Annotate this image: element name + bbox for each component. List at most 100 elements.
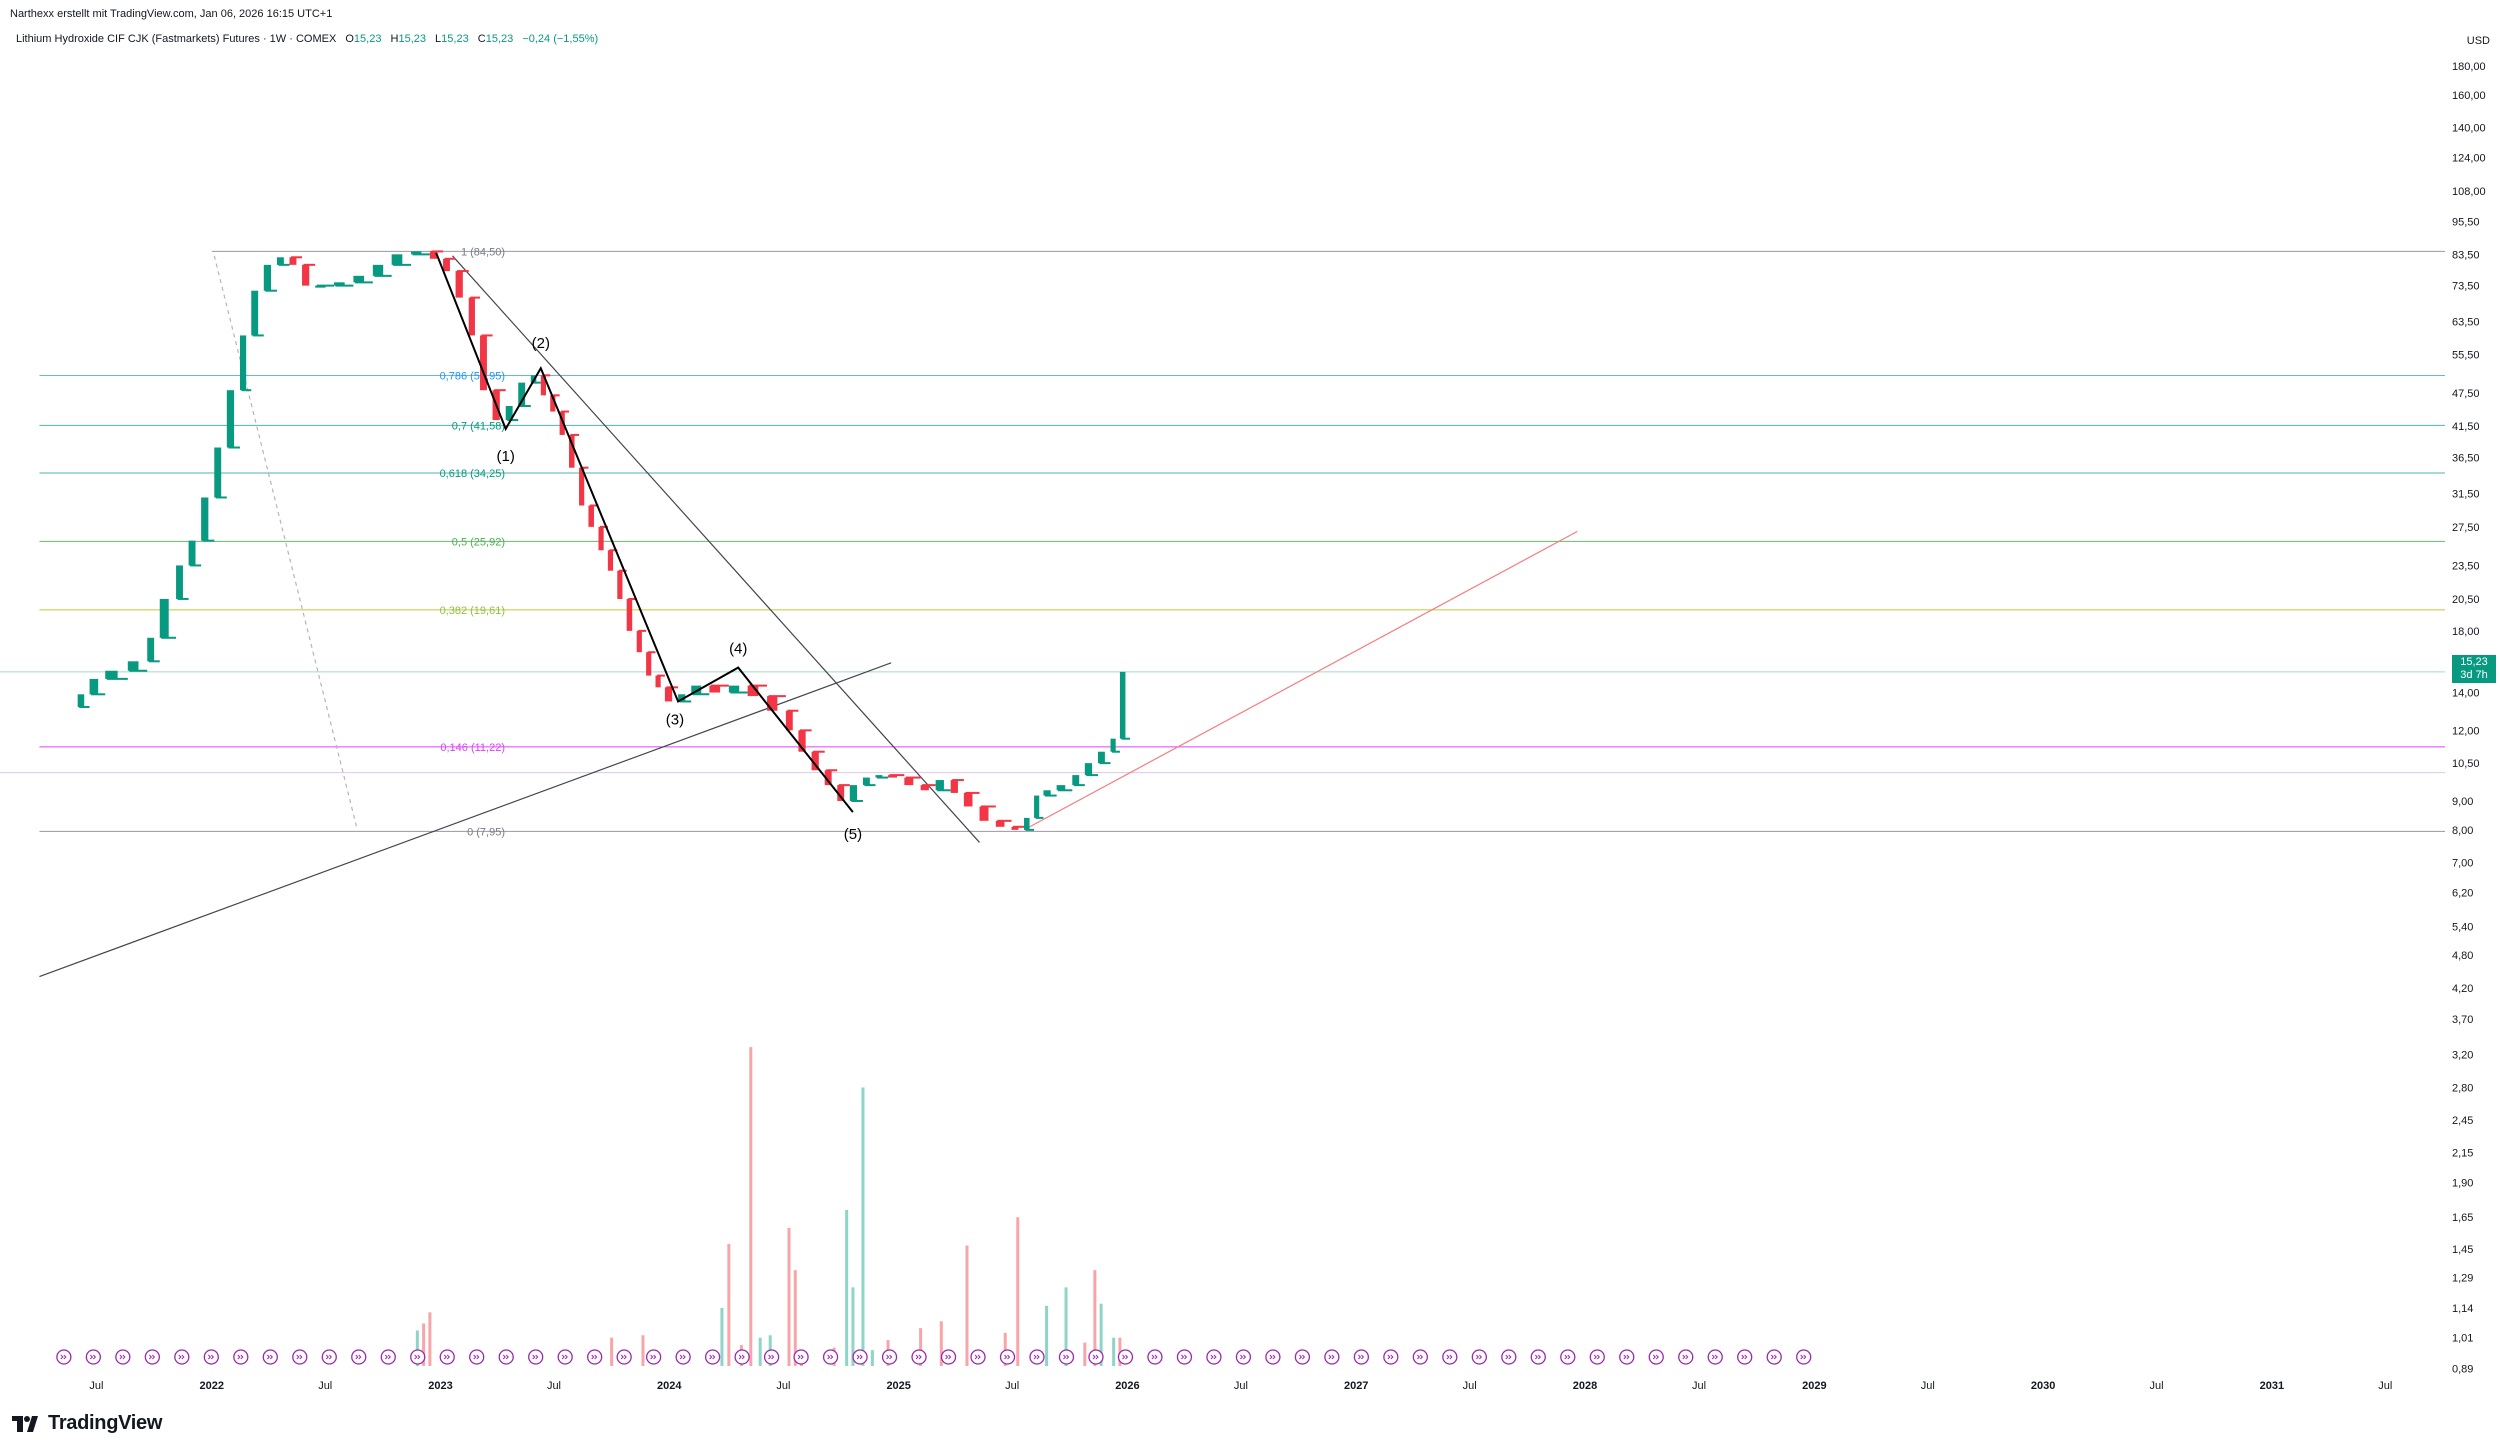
candle-64 xyxy=(950,780,958,793)
last-price-value: 15,23 xyxy=(2460,656,2488,668)
candle-68 xyxy=(1011,826,1019,830)
elliott-wave[interactable]: (1) (2) (3) (4) (5) xyxy=(435,252,862,843)
event-marker-glyph-39 xyxy=(1210,1354,1217,1360)
wave-path xyxy=(435,252,854,813)
event-marker-5 xyxy=(203,1349,219,1365)
candle-65 xyxy=(963,792,973,807)
candle-52 xyxy=(785,710,793,731)
event-marker-glyph-14 xyxy=(473,1354,480,1360)
high-value: 15,23 xyxy=(398,33,426,45)
time-axis[interactable]: Jul 2022 Jul 2023 Jul 2024 Jul 2025 Jul 2026 Jul 20… xyxy=(89,1380,2392,1392)
wave-label-1: (2) xyxy=(532,335,550,352)
volume-bar-26 xyxy=(1064,1287,1068,1366)
event-marker-glyph-6 xyxy=(237,1354,244,1360)
event-markers[interactable] xyxy=(56,1349,1812,1365)
event-marker-8 xyxy=(292,1349,308,1365)
event-marker-glyph-47 xyxy=(1446,1354,1453,1360)
candle-30 xyxy=(518,382,526,407)
x-tick-7: 2025 xyxy=(886,1380,910,1392)
candle-9 xyxy=(214,447,222,498)
fibonacci-retracement[interactable]: 1 (84,50) 0,786 (50,95) 0,7 (41,58) 0,618 (… xyxy=(0,246,2445,838)
y-tick-6: 83,50 xyxy=(2452,249,2480,261)
x-tick-6: Jul xyxy=(776,1380,790,1392)
event-marker-glyph-11 xyxy=(384,1354,391,1360)
candle-16 xyxy=(302,264,310,286)
price-axis[interactable]: 180,00 160,00 140,00 124,00 108,00 95,50 83,50… xyxy=(2452,61,2486,1376)
fib-label-6: 0,146 (11,22) xyxy=(440,742,505,754)
candle-24 xyxy=(443,258,450,272)
symbol-title[interactable]: Lithium Hydroxide CIF CJK (Fastmarkets) … xyxy=(16,33,337,45)
y-tick-25: 6,20 xyxy=(2452,887,2473,899)
y-tick-27: 4,80 xyxy=(2452,950,2473,962)
event-marker-13 xyxy=(439,1349,455,1365)
event-marker-20 xyxy=(645,1349,662,1365)
event-marker-glyph-42 xyxy=(1299,1354,1306,1360)
event-marker-glyph-31 xyxy=(974,1354,981,1360)
candle-72 xyxy=(1056,785,1066,791)
candle-3 xyxy=(127,661,139,671)
candle-67 xyxy=(995,820,1005,827)
event-marker-48 xyxy=(1471,1349,1487,1365)
candle-41 xyxy=(626,598,633,631)
event-marker-26 xyxy=(822,1349,839,1365)
event-marker-glyph-35 xyxy=(1092,1354,1099,1360)
candle-74 xyxy=(1084,763,1093,776)
x-tick-13: 2028 xyxy=(1573,1380,1597,1392)
y-tick-12: 36,50 xyxy=(2452,452,2480,464)
candle-42 xyxy=(636,630,642,653)
event-marker-glyph-53 xyxy=(1623,1354,1630,1360)
currency-label[interactable]: USD xyxy=(2466,35,2490,47)
volume-bar-9 xyxy=(758,1337,762,1366)
event-marker-38 xyxy=(1176,1349,1193,1365)
event-marker-glyph-48 xyxy=(1475,1354,1483,1360)
candle-69 xyxy=(1024,817,1030,830)
event-marker-glyph-22 xyxy=(709,1354,716,1360)
fib-label-4: 0,5 (25,92) xyxy=(452,536,505,548)
event-marker-30 xyxy=(940,1349,957,1365)
y-tick-31: 2,80 xyxy=(2452,1082,2473,1094)
y-tick-29: 3,70 xyxy=(2452,1014,2473,1026)
event-marker-12 xyxy=(410,1349,426,1365)
event-marker-37 xyxy=(1147,1349,1163,1365)
last-price-tag: 15,23 3d 7h xyxy=(2452,655,2496,683)
event-marker-glyph-40 xyxy=(1240,1354,1247,1360)
event-marker-17 xyxy=(557,1349,573,1365)
y-tick-30: 3,20 xyxy=(2452,1050,2473,1062)
volume-bar-11 xyxy=(787,1227,791,1366)
tradingview-logo[interactable]: TradingView xyxy=(12,1412,162,1435)
event-marker-25 xyxy=(793,1349,809,1365)
candle-77 xyxy=(1119,671,1126,739)
event-marker-41 xyxy=(1265,1349,1281,1365)
event-marker-40 xyxy=(1235,1349,1252,1365)
candle-48 xyxy=(709,685,721,693)
event-marker-15 xyxy=(498,1349,514,1365)
x-tick-5: 2024 xyxy=(657,1380,682,1392)
event-marker-glyph-49 xyxy=(1505,1354,1512,1360)
candle-45 xyxy=(664,687,673,702)
x-tick-4: Jul xyxy=(547,1380,561,1392)
volume-bar-1 xyxy=(422,1323,426,1366)
event-marker-glyph-24 xyxy=(768,1354,775,1360)
y-tick-37: 1,29 xyxy=(2452,1273,2473,1285)
candle-2 xyxy=(105,670,118,679)
candle-34 xyxy=(559,411,565,435)
event-marker-1 xyxy=(85,1349,102,1365)
candle-46 xyxy=(678,694,686,702)
price-series[interactable] xyxy=(77,250,1130,831)
event-marker-glyph-46 xyxy=(1416,1354,1424,1360)
event-marker-7 xyxy=(262,1349,278,1365)
candle-59 xyxy=(875,775,883,778)
trendlines[interactable] xyxy=(39,255,1578,978)
volume-bar-0 xyxy=(415,1330,419,1366)
event-marker-6 xyxy=(233,1349,249,1365)
candle-51 xyxy=(767,696,778,711)
event-marker-glyph-51 xyxy=(1564,1354,1571,1360)
volume-bar-17 xyxy=(861,1087,865,1366)
bar-countdown: 3d 7h xyxy=(2460,669,2488,681)
candle-0 xyxy=(77,694,85,707)
volume-bar-25 xyxy=(1045,1305,1049,1366)
candle-26 xyxy=(468,297,475,336)
candle-19 xyxy=(353,275,365,283)
x-tick-2: Jul xyxy=(318,1380,332,1392)
